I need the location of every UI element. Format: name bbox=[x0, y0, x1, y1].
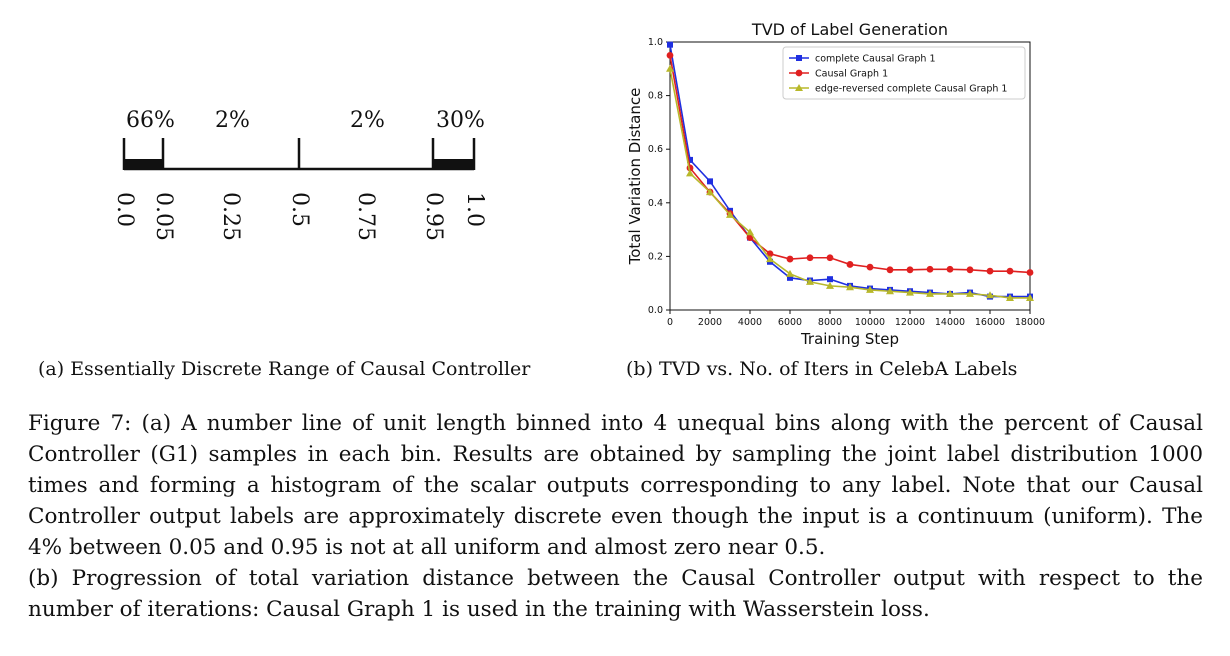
data-point-2 bbox=[706, 188, 714, 196]
x-tick-label: 4000 bbox=[738, 317, 762, 328]
number-line-figure: 66% 2% 2% 30% 0.0 0.05 0.25 0.5 0.75 0.9… bbox=[90, 80, 510, 280]
data-point-2 bbox=[866, 285, 874, 293]
data-point-1 bbox=[906, 266, 914, 274]
data-point-2 bbox=[666, 64, 674, 72]
data-point-2 bbox=[746, 228, 754, 236]
tick-label-0: 0.0 bbox=[112, 192, 137, 227]
data-point-2 bbox=[986, 291, 994, 299]
subcaption-a: (a) Essentially Discrete Range of Causal… bbox=[38, 358, 531, 380]
legend-label-0: complete Causal Graph 1 bbox=[815, 54, 936, 65]
data-point-0 bbox=[707, 178, 713, 185]
y-tick-label: 0.4 bbox=[648, 198, 663, 209]
data-point-1 bbox=[866, 263, 874, 271]
data-point-0 bbox=[827, 276, 833, 283]
data-point-2 bbox=[1026, 293, 1034, 301]
data-point-2 bbox=[766, 255, 774, 263]
plot-frame bbox=[669, 41, 1031, 311]
data-point-1 bbox=[746, 234, 754, 242]
x-tick-label: 10000 bbox=[855, 317, 885, 328]
x-tick-label: 12000 bbox=[895, 317, 925, 328]
data-point-1 bbox=[1026, 269, 1034, 276]
data-point-1 bbox=[946, 265, 954, 273]
chart-title: TVD of Label Generation bbox=[751, 20, 948, 39]
data-point-2 bbox=[946, 289, 954, 297]
tvd-chart-svg: TVD of Label Generation 0 2000 4000 6000 8000… bbox=[626, 20, 1045, 348]
data-point-2 bbox=[786, 269, 794, 277]
data-point-2 bbox=[726, 210, 734, 218]
data-point-2 bbox=[906, 288, 914, 296]
tick-label-1: 1.0 bbox=[462, 192, 487, 227]
data-point-0 bbox=[687, 156, 693, 163]
data-point-1 bbox=[1006, 267, 1014, 275]
data-point-1 bbox=[846, 261, 854, 268]
legend-marker-2 bbox=[795, 84, 803, 91]
tick-label-075: 0.75 bbox=[353, 192, 378, 241]
data-point-2 bbox=[966, 289, 974, 297]
legend-marker-0 bbox=[796, 55, 802, 61]
x-tick-label: 2000 bbox=[698, 317, 722, 328]
bin-bar-left bbox=[124, 159, 163, 170]
data-point-2 bbox=[926, 289, 934, 297]
figure-caption-part-b: (b) Progression of total variation dista… bbox=[28, 566, 1203, 622]
data-point-1 bbox=[986, 267, 994, 275]
tick-label-095: 0.95 bbox=[421, 192, 446, 241]
data-point-2 bbox=[1006, 293, 1014, 301]
y-tick-label: 0.8 bbox=[648, 91, 663, 102]
data-point-2 bbox=[826, 281, 834, 289]
data-point-0 bbox=[667, 41, 673, 48]
data-point-0 bbox=[787, 274, 793, 281]
data-point-1 bbox=[766, 250, 774, 258]
data-point-1 bbox=[806, 254, 814, 262]
bin-percent-095-1: 30% bbox=[436, 108, 485, 133]
tvd-chart: TVD of Label Generation 0 2000 4000 6000 8000… bbox=[615, 10, 1055, 355]
data-point-2 bbox=[806, 277, 814, 285]
data-point-1 bbox=[926, 265, 934, 273]
x-tick-label: 16000 bbox=[975, 317, 1005, 328]
legend-label-1: Causal Graph 1 bbox=[815, 69, 888, 80]
tick-label-05: 0.5 bbox=[287, 192, 312, 227]
data-point-2 bbox=[886, 287, 894, 295]
y-tick-label: 1.0 bbox=[648, 37, 663, 48]
y-tick-label: 0.2 bbox=[648, 251, 663, 262]
data-point-2 bbox=[686, 169, 694, 177]
data-point-1 bbox=[886, 266, 894, 274]
x-tick-label: 14000 bbox=[935, 317, 965, 328]
data-point-1 bbox=[966, 266, 974, 274]
x-axis-label: Training Step bbox=[800, 330, 899, 348]
legend-marker-1 bbox=[795, 69, 803, 77]
x-tick-label: 8000 bbox=[818, 317, 842, 328]
number-line-svg bbox=[122, 138, 476, 171]
data-point-2 bbox=[846, 283, 854, 291]
tick-label-005: 0.05 bbox=[151, 192, 176, 241]
x-tick-label: 18000 bbox=[1015, 317, 1045, 328]
figure-caption: Figure 7: (a) A number line of unit leng… bbox=[28, 408, 1203, 625]
y-tick-label: 0.6 bbox=[648, 144, 663, 155]
tick-label-025: 0.25 bbox=[218, 192, 243, 241]
bin-percent-0-005: 66% bbox=[126, 108, 175, 133]
y-axis-label: Total Variation Distance bbox=[626, 88, 644, 266]
x-tick-label: 0 bbox=[667, 317, 673, 328]
subcaption-b: (b) TVD vs. No. of Iters in CelebA Label… bbox=[626, 358, 1018, 380]
legend-label-2: edge-reversed complete Causal Graph 1 bbox=[815, 84, 1007, 95]
data-point-1 bbox=[666, 52, 674, 59]
y-tick-label: 0.0 bbox=[648, 305, 663, 316]
bin-percent-005-05: 2% bbox=[215, 108, 250, 133]
data-point-1 bbox=[786, 255, 794, 263]
figure-caption-part-a: Figure 7: (a) A number line of unit leng… bbox=[28, 411, 1203, 560]
bin-percent-05-095: 2% bbox=[350, 108, 385, 133]
x-tick-label: 6000 bbox=[778, 317, 802, 328]
data-point-1 bbox=[826, 254, 834, 262]
bin-bar-right bbox=[433, 159, 474, 170]
legend-box bbox=[782, 46, 1026, 100]
